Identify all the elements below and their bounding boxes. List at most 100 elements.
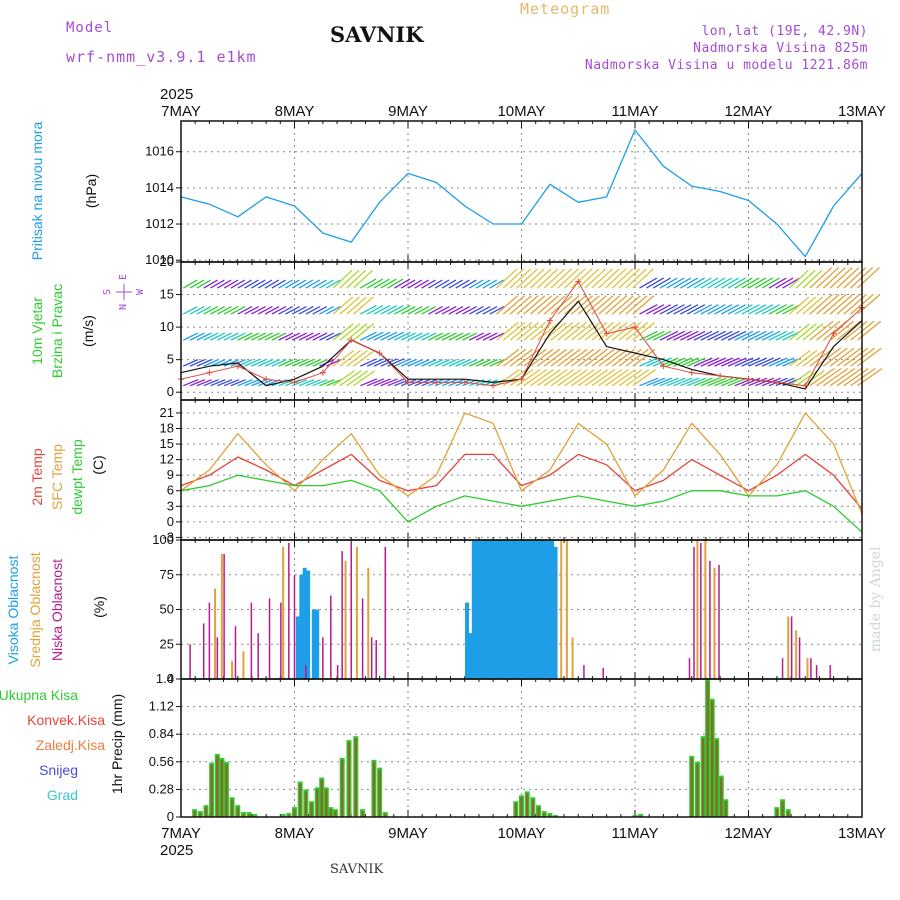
cloud-high-bar bbox=[465, 602, 470, 679]
wind-barb bbox=[203, 379, 219, 387]
wind-barb bbox=[721, 377, 741, 387]
wind-barb bbox=[366, 305, 384, 315]
wind-barb bbox=[400, 332, 416, 341]
precip-bar-inner bbox=[514, 803, 518, 817]
wind-barb bbox=[332, 349, 355, 367]
wind-barb bbox=[550, 268, 572, 289]
wind-barb bbox=[469, 332, 484, 341]
wind-barb bbox=[502, 321, 526, 341]
y-tick-label: 18 bbox=[160, 421, 174, 436]
precip-bar-inner bbox=[325, 789, 328, 817]
wind-barb bbox=[632, 348, 656, 367]
wind-barb bbox=[734, 304, 753, 315]
wind-barb bbox=[639, 277, 658, 289]
y-tick-label: 1.4 bbox=[156, 671, 174, 686]
wind-barb bbox=[741, 357, 761, 367]
cloud-low-bar bbox=[234, 626, 237, 679]
wind-barb bbox=[795, 269, 816, 289]
wind-barb bbox=[755, 304, 774, 315]
wind-barb bbox=[189, 379, 206, 387]
wind-barb bbox=[217, 379, 233, 387]
wind-barb bbox=[360, 331, 377, 341]
wind-barb bbox=[332, 269, 353, 289]
wind-barb bbox=[557, 348, 581, 367]
wind-barb bbox=[448, 359, 464, 367]
wind-barb bbox=[543, 369, 568, 387]
wind-barb bbox=[312, 332, 328, 341]
wind-barb bbox=[836, 367, 862, 387]
wind-barb bbox=[795, 349, 818, 367]
wind-barb bbox=[584, 268, 606, 289]
wind-barb bbox=[312, 305, 328, 315]
wind-barb bbox=[455, 359, 471, 367]
precip-bar-inner bbox=[193, 811, 196, 817]
wind-barb bbox=[496, 348, 520, 367]
wind-barb bbox=[414, 305, 430, 315]
precip-bar-inner bbox=[287, 815, 291, 817]
cloud-high-bar bbox=[512, 540, 517, 679]
wind-barb bbox=[523, 321, 546, 341]
wind-barb bbox=[836, 320, 861, 341]
wind-barb bbox=[632, 295, 655, 315]
wind-barb bbox=[557, 321, 580, 341]
wind-barb bbox=[468, 279, 484, 289]
cloud-high-bar bbox=[502, 540, 507, 679]
wind-barb bbox=[686, 304, 706, 315]
wind-barb bbox=[298, 379, 315, 387]
wind-barb bbox=[189, 279, 205, 289]
wind-barb bbox=[387, 331, 405, 341]
wind-barb bbox=[516, 268, 538, 289]
cloud-low-bar bbox=[341, 551, 343, 679]
wind-barb bbox=[734, 330, 754, 341]
precip-bar-inner bbox=[537, 807, 540, 817]
y-tick-label: 21 bbox=[160, 405, 174, 420]
cloud-high-bar bbox=[509, 540, 514, 679]
wind-barb bbox=[748, 304, 767, 315]
wind-barb bbox=[325, 332, 341, 341]
wind-barb bbox=[693, 277, 712, 289]
wind-barb bbox=[251, 359, 267, 367]
wind-barb bbox=[788, 269, 809, 289]
wind-barb bbox=[571, 348, 595, 367]
wind-barb bbox=[216, 279, 232, 289]
wind-barb bbox=[823, 320, 848, 341]
wind-barb bbox=[659, 277, 678, 289]
wind-barb bbox=[734, 357, 754, 367]
cloud-low-bar bbox=[718, 565, 720, 679]
wind-barb bbox=[496, 369, 520, 387]
date-label-bottom: 7MAY bbox=[161, 825, 201, 842]
cloud-high-bar bbox=[475, 540, 480, 679]
wind-barb bbox=[312, 379, 328, 387]
elevation-label: Nadmorska Visina 825m bbox=[693, 41, 868, 56]
wind-barb bbox=[196, 359, 212, 367]
wind-barb bbox=[802, 269, 823, 289]
wind-barb bbox=[591, 295, 614, 315]
precip-bar-inner bbox=[329, 809, 333, 817]
wind-barb bbox=[264, 279, 280, 289]
wind-barb bbox=[400, 359, 417, 367]
wind-barb bbox=[741, 304, 760, 315]
precip-bar-inner bbox=[204, 807, 208, 817]
wind-barb bbox=[577, 321, 601, 341]
cloud-low-bar bbox=[709, 560, 711, 679]
wind-barb bbox=[380, 278, 397, 289]
precip-bar-inner bbox=[525, 793, 529, 817]
wind-barb bbox=[748, 377, 768, 387]
wind-barb bbox=[639, 304, 658, 315]
wind-barb bbox=[182, 305, 198, 315]
wind-barb bbox=[857, 293, 881, 315]
y-tick-label: 50 bbox=[160, 602, 174, 617]
precip-bar bbox=[553, 815, 559, 817]
cloud-mid-bar bbox=[713, 567, 716, 679]
cloud-mid-bar bbox=[355, 546, 358, 679]
precip-bar-inner bbox=[696, 763, 699, 817]
wind-barb bbox=[795, 296, 817, 315]
wind-barb bbox=[782, 304, 801, 315]
wind-barb bbox=[516, 348, 540, 367]
wind-barb bbox=[360, 378, 378, 387]
precip-bar-inner bbox=[316, 789, 319, 817]
wind-barb bbox=[707, 357, 727, 367]
cloud-low-bar bbox=[798, 637, 801, 679]
wind-barb bbox=[230, 379, 247, 387]
